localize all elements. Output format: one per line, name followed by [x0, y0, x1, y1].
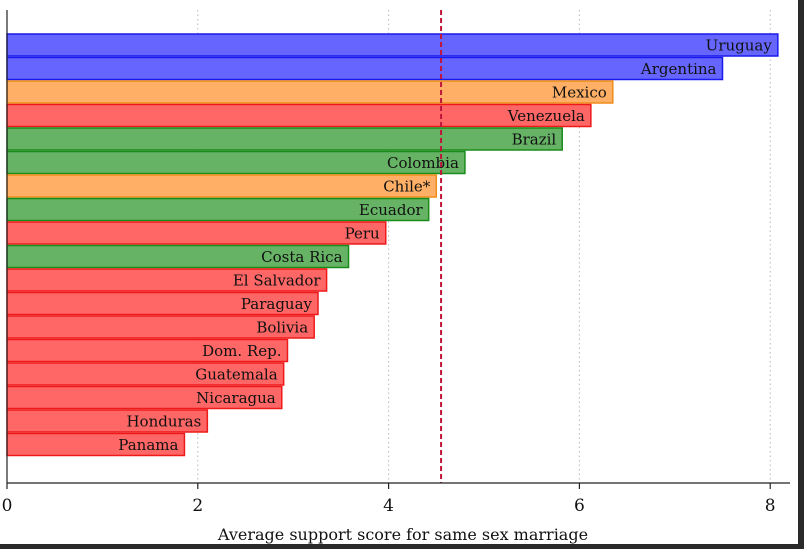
bar [6, 80, 614, 104]
bar [6, 127, 563, 151]
bar-label: Brazil [512, 131, 557, 149]
bar-label: Peru [345, 225, 380, 243]
bar-label: Nicaragua [196, 389, 276, 407]
bar-label: Argentina [640, 60, 717, 78]
bar [6, 174, 438, 198]
x-tick-label: 2 [192, 496, 203, 516]
bar-label: Paraguay [241, 295, 313, 313]
x-axis: 0 2 4 6 8 [2, 10, 790, 516]
bar-label: Honduras [126, 413, 201, 431]
bar-label: Chile* [383, 178, 431, 196]
x-tick-label: 4 [383, 496, 394, 516]
bar-label: Guatemala [195, 366, 277, 384]
bar-label: Dom. Rep. [202, 342, 281, 360]
bar-label: Costa Rica [261, 248, 342, 266]
bar-label: Bolivia [256, 319, 308, 337]
bar-label: Mexico [552, 84, 607, 102]
x-tick-label: 8 [765, 496, 776, 516]
bars-group: Uruguay Argentina Mexico Venezuela Brazil Col… [6, 33, 779, 457]
bar-label: Uruguay [706, 37, 773, 55]
bar [6, 33, 779, 57]
bar-label: Ecuador [359, 201, 424, 219]
x-tick-label: 0 [2, 496, 13, 516]
bar [6, 56, 724, 81]
bar [6, 103, 592, 128]
bar-label: El Salvador [233, 272, 322, 290]
x-axis-label: Average support score for same sex marri… [217, 525, 588, 544]
bar-label: Colombia [387, 154, 459, 172]
x-tick-label: 6 [574, 496, 585, 516]
bar [6, 221, 387, 245]
bar-label: Panama [118, 436, 178, 454]
bar-label: Venezuela [507, 107, 585, 125]
